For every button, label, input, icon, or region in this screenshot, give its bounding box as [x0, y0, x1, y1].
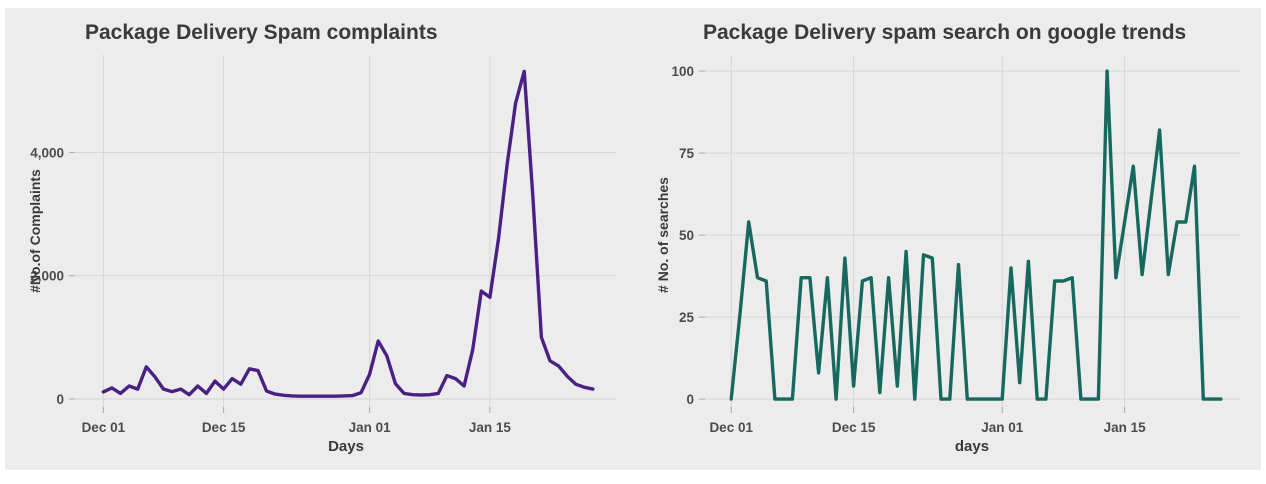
- x-tick-label: Jan 15: [469, 420, 512, 435]
- x-axis-title-complaints: Days: [328, 438, 364, 455]
- data-line: [729, 69, 1223, 401]
- y-tick-label: 0: [686, 392, 694, 407]
- x-tick-label: Jan 01: [349, 420, 392, 435]
- chart-google-trends: 0 25 50 75 100 Dec 01 Dec 15 Jan 01 Jan 15 Packa…: [633, 8, 1261, 470]
- x-axis-title-google-trends: days: [954, 438, 990, 455]
- y-axis-title-google-trends: # No. of searches: [655, 177, 671, 293]
- figure-background: 0 2,000 4,000 Dec 01 Dec 15 Jan 01 Jan 15 Pack…: [5, 8, 1261, 470]
- chart-title-complaints: Package Delivery Spam complaints: [85, 21, 438, 44]
- y-tick-label: 25: [679, 310, 695, 325]
- chart-title-google-trends: Package Delivery spam search on google t…: [703, 21, 1187, 44]
- x-tick-label: Dec 01: [82, 420, 126, 435]
- y-axis-title-complaints: #No.of Complaints: [27, 169, 43, 293]
- data-line: [101, 69, 595, 398]
- x-tick-label: Jan 15: [1104, 420, 1147, 435]
- x-tick-label: Jan 01: [981, 420, 1024, 435]
- x-tick-label: Dec 01: [709, 420, 753, 435]
- y-tick-label: 0: [56, 392, 64, 407]
- chart-complaints: 0 2,000 4,000 Dec 01 Dec 15 Jan 01 Jan 15 Pack…: [5, 8, 633, 470]
- y-tick-label: 2,000: [30, 269, 64, 284]
- x-tick-label: Dec 15: [202, 420, 246, 435]
- y-tick-label: 4,000: [30, 145, 64, 160]
- y-tick-label: 50: [679, 228, 694, 243]
- plot-panel-complaints: 0 2,000 4,000 Dec 01 Dec 15 Jan 01 Jan 15: [30, 55, 617, 435]
- y-tick-label: 100: [671, 64, 694, 79]
- plot-panel-google-trends: 0 25 50 75 100 Dec 01 Dec 15 Jan 01 Jan 15: [671, 55, 1240, 435]
- y-tick-label: 75: [679, 146, 695, 161]
- x-tick-label: Dec 15: [832, 420, 876, 435]
